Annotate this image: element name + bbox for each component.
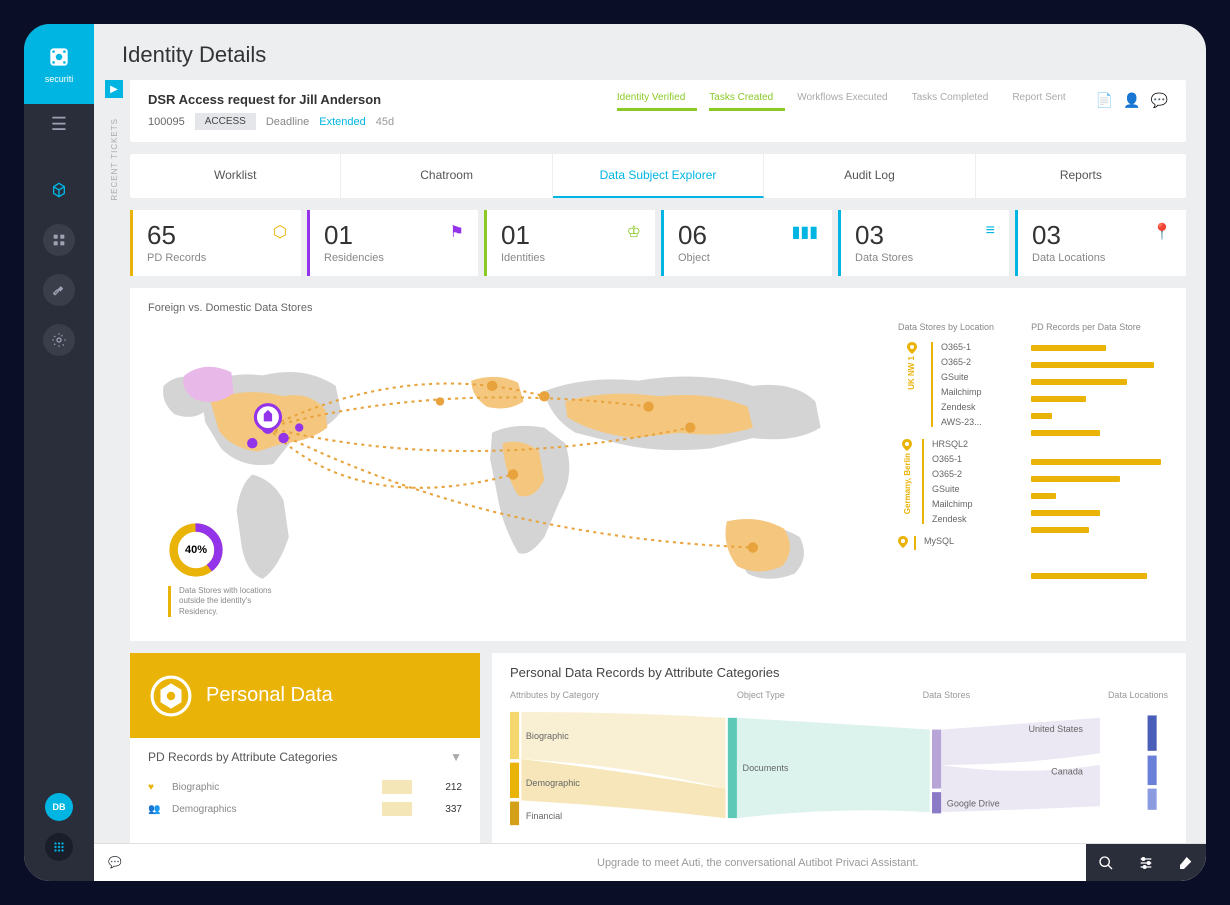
stat-card[interactable]: 03Data Locations📍	[1015, 210, 1186, 276]
svg-text:Google Drive: Google Drive	[947, 798, 1000, 808]
search-button[interactable]	[1086, 844, 1126, 882]
tab-data-subject-explorer[interactable]: Data Subject Explorer	[553, 154, 764, 198]
tools-button[interactable]	[1166, 844, 1206, 882]
svg-text:Demographic: Demographic	[526, 778, 580, 788]
stat-card[interactable]: 06Object▮▮▮	[661, 210, 832, 276]
menu-toggle[interactable]: ☰	[24, 104, 94, 144]
svg-text:Canada: Canada	[1051, 766, 1084, 776]
nav-icon-grid[interactable]	[43, 224, 75, 256]
deadline-status: Extended	[319, 116, 365, 128]
attribute-row: 👥Demographics337	[148, 798, 462, 820]
sankey-panel: Personal Data Records by Attribute Categ…	[492, 653, 1186, 843]
progress-step: Tasks Completed	[912, 92, 989, 111]
progress-step: Report Sent	[1012, 92, 1065, 111]
tab-audit-log[interactable]: Audit Log	[764, 154, 975, 198]
page-title: Identity Details	[94, 24, 1206, 80]
map-card: Foreign vs. Domestic Data Stores	[130, 288, 1186, 641]
nav-icon-cube[interactable]	[43, 174, 75, 206]
sankey-title: Personal Data Records by Attribute Categ…	[510, 665, 1168, 680]
svg-text:Biographic: Biographic	[526, 731, 569, 741]
donut-chart: 40%	[168, 522, 224, 578]
svg-text:Financial: Financial	[526, 811, 562, 821]
apps-menu[interactable]	[45, 833, 73, 861]
footer: 💬 Upgrade to meet Auti, the conversation…	[94, 843, 1206, 881]
brand-name: securiti	[45, 74, 74, 84]
dropdown-icon[interactable]: ▼	[450, 750, 462, 764]
tabs: WorklistChatroomData Subject ExplorerAud…	[130, 154, 1186, 198]
user-avatar-db[interactable]: DB	[45, 793, 73, 821]
progress-step: Workflows Executed	[797, 92, 887, 111]
pd-subtitle: PD Records by Attribute Categories	[148, 750, 337, 764]
nav-icon-gear[interactable]	[43, 324, 75, 356]
chat-icon[interactable]: 💬	[1151, 92, 1168, 109]
attribute-row: ♥Biographic212	[148, 776, 462, 798]
donut-caption: Data Stores with locations outside the i…	[168, 586, 278, 617]
personal-data-panel: Personal Data PD Records by Attribute Ca…	[130, 653, 480, 843]
map-side-panel: Data Stores by Location UK NW 1O365-1O36…	[898, 322, 1168, 627]
deadline-label: Deadline	[266, 116, 309, 128]
request-title: DSR Access request for Jill Anderson	[148, 92, 394, 107]
request-header-card: DSR Access request for Jill Anderson 100…	[130, 80, 1186, 142]
pd-icon	[150, 675, 192, 717]
stat-card[interactable]: 01Identities♔	[484, 210, 655, 276]
chat-bubble-icon: 💬	[108, 856, 587, 869]
ticket-id: 100095	[148, 116, 185, 128]
deadline-days: 45d	[376, 116, 394, 128]
pd-title: Personal Data	[206, 684, 333, 707]
expand-tickets-button[interactable]: ▶	[105, 80, 123, 98]
sankey-chart: Biographic Demographic Financial Documen…	[510, 706, 1168, 836]
brand-logo[interactable]: securiti	[24, 24, 94, 104]
sidebar: securiti ☰ DB	[24, 24, 94, 881]
tab-reports[interactable]: Reports	[976, 154, 1186, 198]
tickets-rail-label: RECENT TICKETS	[110, 118, 119, 201]
footer-text: Upgrade to meet Auti, the conversational…	[597, 857, 1076, 869]
svg-text:Documents: Documents	[743, 763, 789, 773]
tab-chatroom[interactable]: Chatroom	[341, 154, 552, 198]
stat-card[interactable]: 03Data Stores≡	[838, 210, 1009, 276]
progress-step: Tasks Created	[709, 92, 773, 111]
stat-card[interactable]: 01Residencies⚑	[307, 210, 478, 276]
stats-row: 65PD Records⬡01Residencies⚑01Identities♔…	[130, 210, 1186, 276]
progress-steps: Identity Verified Tasks Created Workflows …	[617, 92, 1066, 111]
progress-step: Identity Verified	[617, 92, 685, 111]
nav-icon-wrench[interactable]	[43, 274, 75, 306]
user-icon[interactable]: 👤	[1123, 92, 1140, 109]
tab-worklist[interactable]: Worklist	[130, 154, 341, 198]
stat-card[interactable]: 65PD Records⬡	[130, 210, 301, 276]
map-title: Foreign vs. Domestic Data Stores	[148, 302, 1168, 314]
settings-button[interactable]	[1126, 844, 1166, 882]
document-icon[interactable]: 📄	[1096, 92, 1113, 109]
access-badge: ACCESS	[195, 113, 256, 130]
world-map: 40% Data Stores with locations outside t…	[148, 322, 878, 627]
svg-text:United States: United States	[1028, 724, 1083, 734]
